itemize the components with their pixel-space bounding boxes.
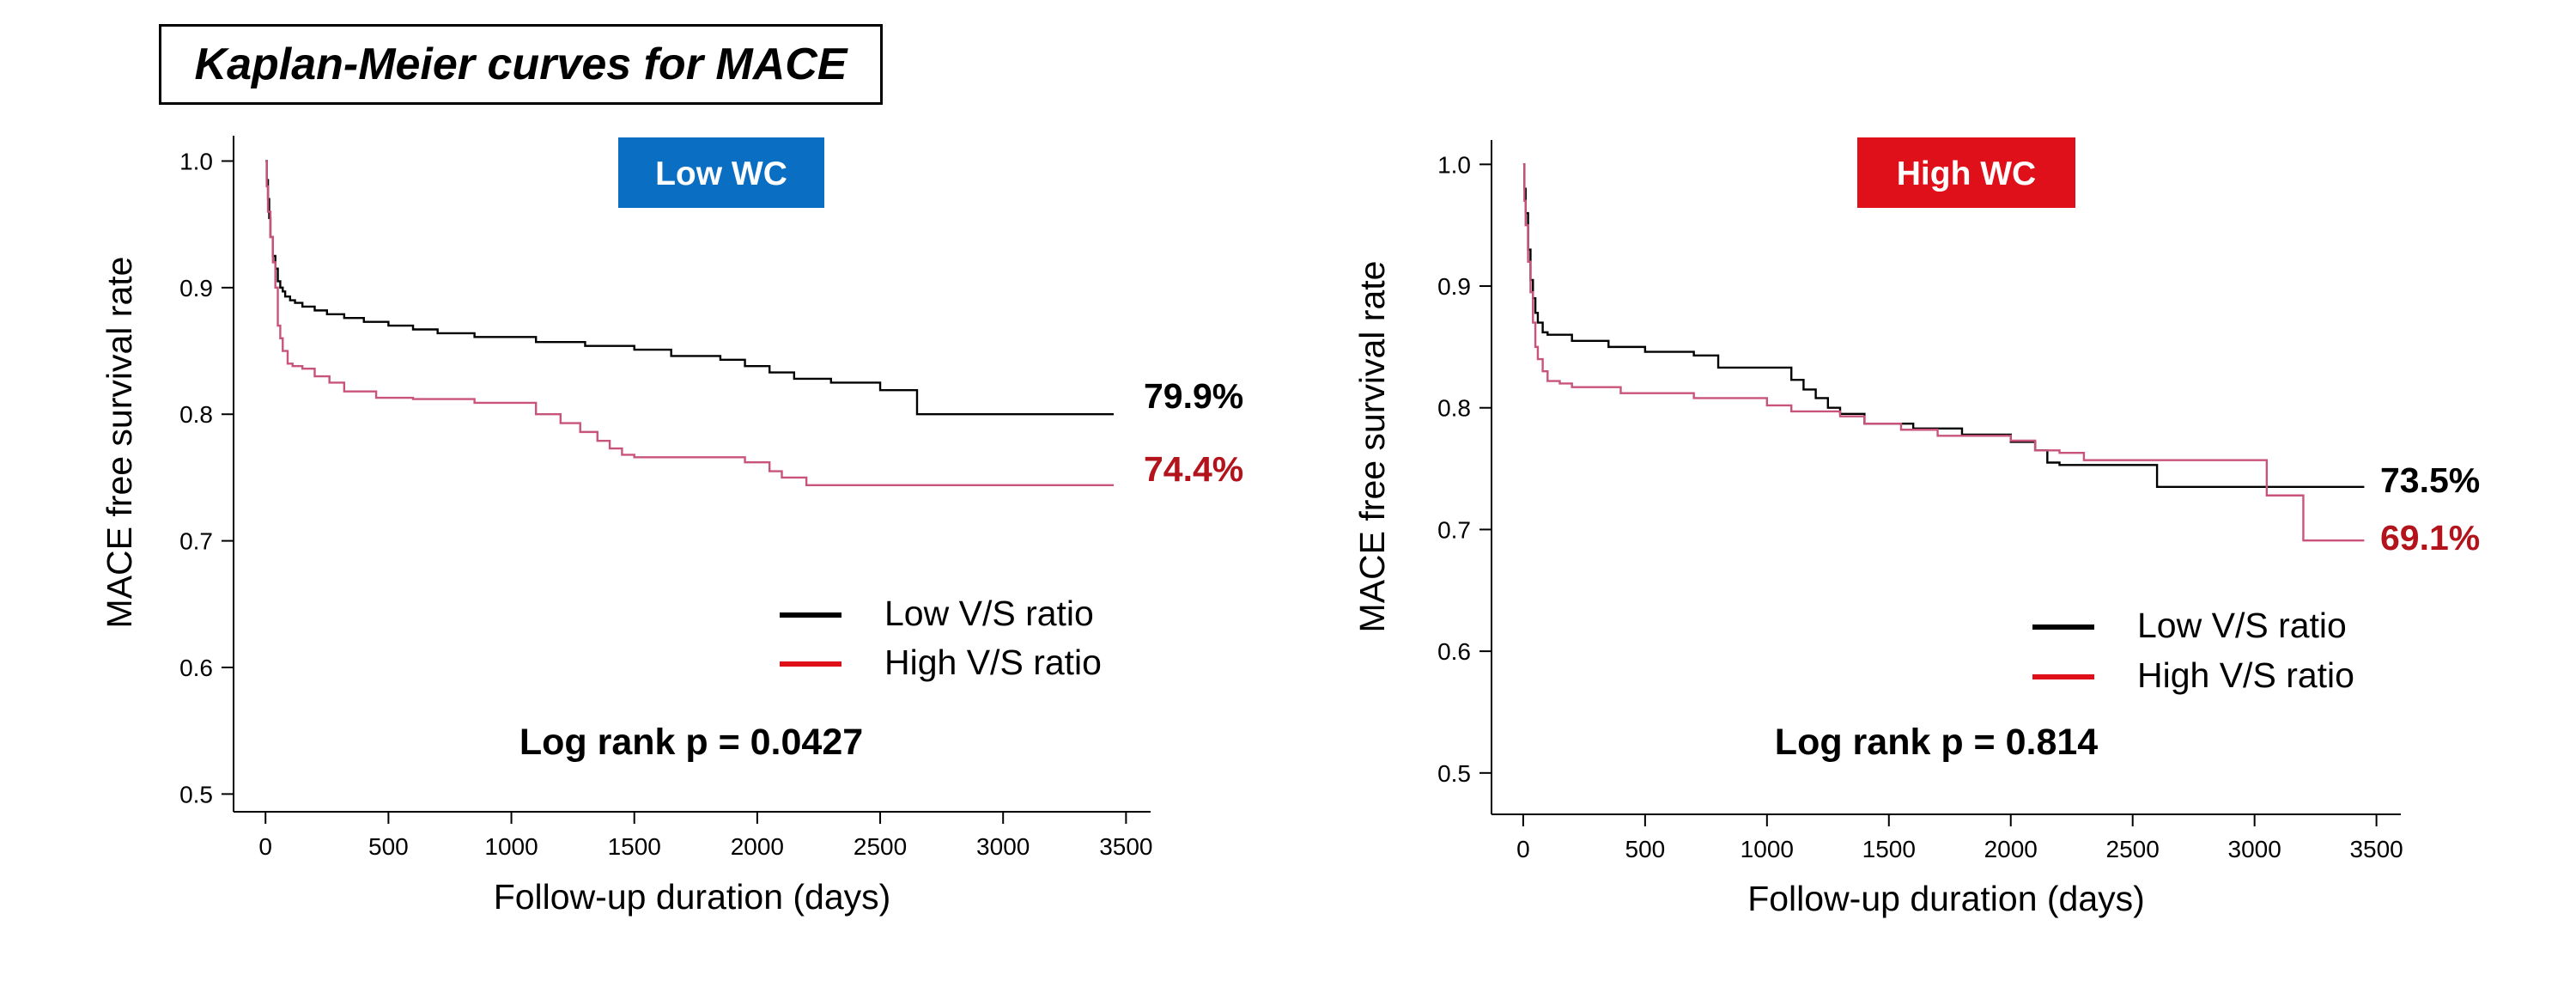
y-tick-label: 0.9 — [179, 275, 213, 302]
x-tick-label: 3000 — [976, 833, 1030, 860]
group-badge — [1857, 137, 2075, 208]
legend-label-high: High V/S ratio — [884, 643, 1102, 682]
y-tick-label: 0.6 — [1437, 638, 1471, 665]
group-badge-label: Low WC — [655, 155, 787, 192]
x-tick-label: 2000 — [1984, 836, 2038, 862]
x-axis-label: Follow-up duration (days) — [494, 877, 891, 917]
y-tick-label: 0.9 — [1437, 273, 1471, 300]
high-vs-ratio-curve — [1522, 163, 2365, 542]
x-tick-label: 2500 — [2106, 836, 2160, 862]
x-tick-label: 500 — [1625, 836, 1666, 862]
high-vs-ratio-final-rate: 69.1% — [2380, 518, 2480, 557]
figure-title: Kaplan-Meier curves for MACE — [194, 40, 848, 89]
x-tick-label: 3500 — [2349, 836, 2403, 862]
group-badge — [618, 137, 824, 208]
x-tick-label: 0 — [258, 833, 272, 860]
x-tick-label: 1000 — [1741, 836, 1794, 862]
y-tick-label: 1.0 — [1437, 151, 1471, 178]
x-tick-label: 2500 — [854, 833, 907, 860]
y-tick-label: 0.8 — [1437, 395, 1471, 422]
figure-title-box: Kaplan-Meier curves for MACE — [159, 24, 883, 105]
x-tick-label: 1500 — [608, 833, 661, 860]
legend-label-high: High V/S ratio — [2137, 655, 2354, 695]
y-tick-label: 0.5 — [179, 781, 213, 807]
y-tick-label: 0.8 — [179, 401, 213, 428]
high-vs-ratio-final-rate: 74.4% — [1144, 449, 1243, 489]
y-tick-label: 0.7 — [1437, 516, 1471, 543]
x-tick-label: 3000 — [2228, 836, 2281, 862]
y-tick-label: 0.7 — [179, 528, 213, 555]
x-axis-label: Follow-up duration (days) — [1747, 879, 2145, 918]
y-tick-label: 0.5 — [1437, 760, 1471, 787]
x-tick-label: 3500 — [1099, 833, 1152, 860]
y-axis-label: MACE free survival rate — [1352, 261, 1392, 633]
legend-label-low: Low V/S ratio — [2137, 606, 2347, 645]
x-tick-label: 1500 — [1862, 836, 1916, 862]
low-vs-ratio-curve — [1522, 163, 2365, 489]
low-vs-ratio-final-rate: 79.9% — [1144, 376, 1243, 416]
y-axis-label: MACE free survival rate — [100, 257, 139, 629]
legend-label-low: Low V/S ratio — [884, 594, 1094, 633]
low-vs-ratio-curve — [265, 160, 1115, 416]
x-tick-label: 500 — [368, 833, 409, 860]
y-tick-label: 1.0 — [179, 148, 213, 174]
log-rank-annotation: Log rank p = 0.0427 — [519, 722, 863, 763]
x-tick-label: 1000 — [484, 833, 538, 860]
x-tick-label: 0 — [1516, 836, 1530, 862]
y-tick-label: 0.6 — [179, 655, 213, 681]
log-rank-annotation: Log rank p = 0.814 — [1775, 722, 2098, 763]
high-vs-ratio-curve — [265, 160, 1115, 486]
group-badge-label: High WC — [1897, 155, 2036, 192]
x-tick-label: 2000 — [731, 833, 784, 860]
low-vs-ratio-final-rate: 73.5% — [2380, 460, 2480, 500]
